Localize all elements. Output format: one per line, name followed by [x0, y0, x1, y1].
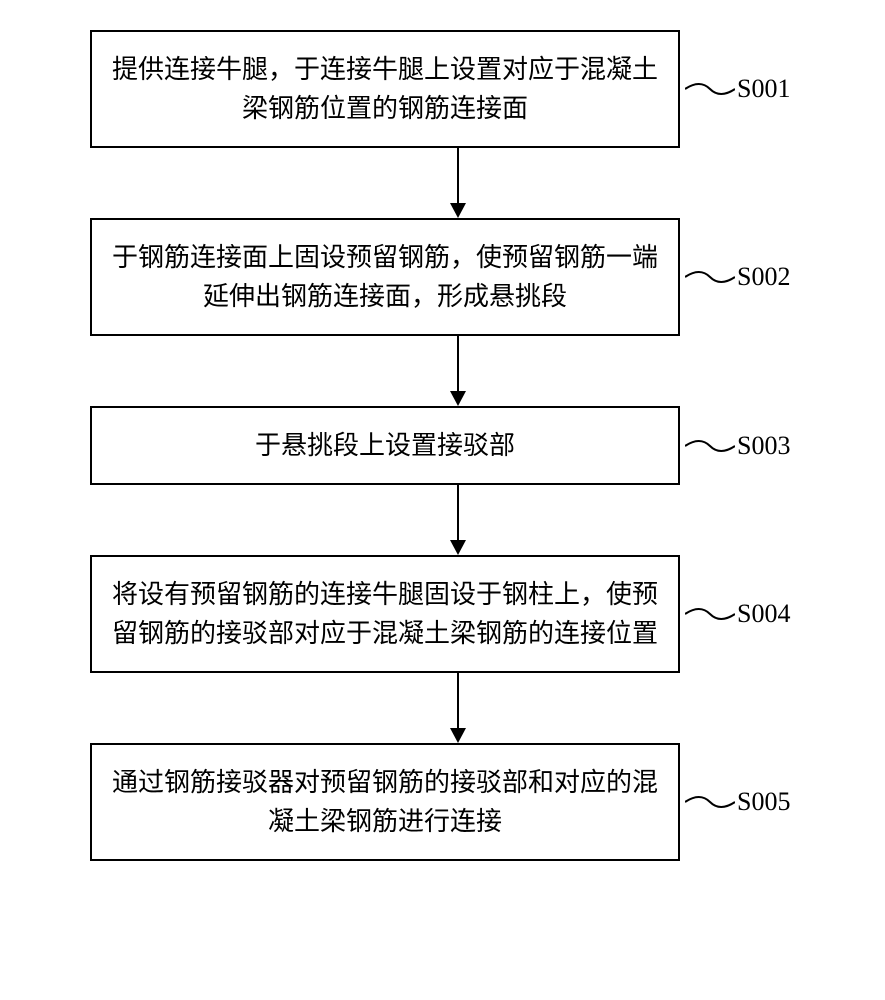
step-box-5: 通过钢筋接驳器对预留钢筋的接驳部和对应的混凝土梁钢筋进行连接: [90, 743, 680, 861]
step-label-5: S005: [737, 787, 790, 817]
flowchart-container: 提供连接牛腿，于连接牛腿上设置对应于混凝土梁钢筋位置的钢筋连接面 S001 于钢…: [60, 30, 825, 861]
step-box-1: 提供连接牛腿，于连接牛腿上设置对应于混凝土梁钢筋位置的钢筋连接面: [90, 30, 680, 148]
arrow-down-icon: [443, 336, 473, 406]
curve-connector-icon: [685, 431, 735, 461]
curve-connector-icon: [685, 262, 735, 292]
label-wrapper-4: S004: [685, 599, 790, 629]
step-row-4: 将设有预留钢筋的连接牛腿固设于钢柱上，使预留钢筋的接驳部对应于混凝土梁钢筋的连接…: [60, 555, 825, 673]
step-text-4: 将设有预留钢筋的连接牛腿固设于钢柱上，使预留钢筋的接驳部对应于混凝土梁钢筋的连接…: [112, 580, 658, 648]
step-box-2: 于钢筋连接面上固设预留钢筋，使预留钢筋一端延伸出钢筋连接面，形成悬挑段: [90, 218, 680, 336]
arrow-wrapper-1: [163, 148, 753, 218]
label-wrapper-3: S003: [685, 431, 790, 461]
step-label-3: S003: [737, 431, 790, 461]
curve-connector-icon: [685, 599, 735, 629]
arrow-down-icon: [443, 148, 473, 218]
arrow-wrapper-4: [163, 673, 753, 743]
step-text-5: 通过钢筋接驳器对预留钢筋的接驳部和对应的混凝土梁钢筋进行连接: [112, 768, 658, 836]
step-row-1: 提供连接牛腿，于连接牛腿上设置对应于混凝土梁钢筋位置的钢筋连接面 S001: [60, 30, 825, 148]
step-box-3: 于悬挑段上设置接驳部: [90, 406, 680, 485]
curve-connector-icon: [685, 787, 735, 817]
arrow-down-icon: [443, 673, 473, 743]
step-label-2: S002: [737, 262, 790, 292]
step-label-4: S004: [737, 599, 790, 629]
curve-connector-icon: [685, 74, 735, 104]
step-label-1: S001: [737, 74, 790, 104]
step-row-3: 于悬挑段上设置接驳部 S003: [60, 406, 825, 485]
step-row-5: 通过钢筋接驳器对预留钢筋的接驳部和对应的混凝土梁钢筋进行连接 S005: [60, 743, 825, 861]
arrow-wrapper-3: [163, 485, 753, 555]
label-wrapper-1: S001: [685, 74, 790, 104]
step-text-2: 于钢筋连接面上固设预留钢筋，使预留钢筋一端延伸出钢筋连接面，形成悬挑段: [112, 243, 658, 311]
label-wrapper-5: S005: [685, 787, 790, 817]
step-text-1: 提供连接牛腿，于连接牛腿上设置对应于混凝土梁钢筋位置的钢筋连接面: [112, 55, 658, 123]
arrow-down-icon: [443, 485, 473, 555]
label-wrapper-2: S002: [685, 262, 790, 292]
step-box-4: 将设有预留钢筋的连接牛腿固设于钢柱上，使预留钢筋的接驳部对应于混凝土梁钢筋的连接…: [90, 555, 680, 673]
step-text-3: 于悬挑段上设置接驳部: [255, 431, 515, 460]
arrow-wrapper-2: [163, 336, 753, 406]
step-row-2: 于钢筋连接面上固设预留钢筋，使预留钢筋一端延伸出钢筋连接面，形成悬挑段 S002: [60, 218, 825, 336]
